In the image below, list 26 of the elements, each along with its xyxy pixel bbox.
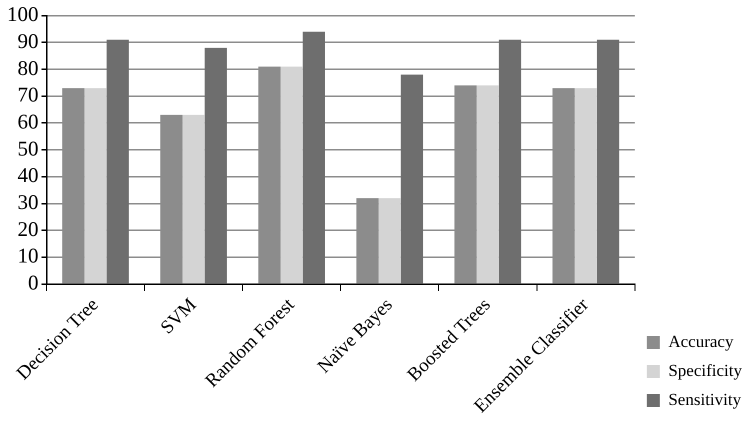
y-tick-label: 0 [28,270,38,295]
y-tick-label: 60 [18,109,38,134]
bar [106,40,129,284]
legend-label: Accuracy [668,332,734,351]
y-tick-label: 70 [18,82,38,107]
legend-label: Specificity [668,360,742,380]
bar [280,66,303,284]
bar [84,88,107,284]
bar [596,40,620,284]
bar [182,114,205,284]
y-tick-label: 10 [18,244,38,268]
y-tick-label: 30 [18,190,38,214]
y-tick-label: 50 [18,136,38,160]
y-tick-label: 90 [18,28,38,53]
bar [498,40,522,284]
y-tick-label: 80 [18,56,38,80]
bar [204,48,227,284]
y-tick-label: 100 [7,2,38,26]
legend-label: Sensitivity [668,390,742,409]
bar [302,32,325,284]
y-tick-label: 20 [18,216,38,241]
bar [476,85,499,284]
bar [400,74,424,284]
bar [574,88,597,284]
y-tick-label: 40 [18,163,38,188]
bar [378,198,401,284]
